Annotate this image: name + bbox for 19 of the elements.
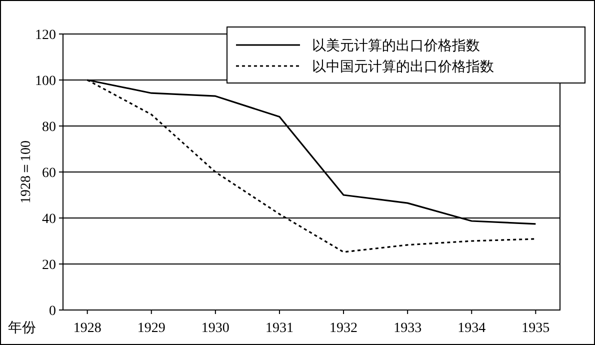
x-tick-label: 1932: [330, 321, 358, 336]
y-axis-title: 1928＝100: [19, 140, 34, 204]
x-tick-label: 1929: [137, 321, 166, 336]
y-tick-label: 60: [42, 166, 56, 181]
y-tick-label: 0: [49, 304, 56, 319]
y-tick-label: 120: [35, 28, 56, 43]
legend-label: 以美元计算的出口价格指数: [312, 38, 480, 54]
x-tick-label: 1930: [201, 321, 230, 336]
y-tick-label: 40: [42, 212, 56, 227]
y-tick-label: 100: [35, 74, 56, 89]
x-axis-title: 年份: [8, 320, 36, 336]
x-tick-label: 1928: [73, 321, 102, 336]
x-tick-label: 1934: [458, 321, 486, 336]
x-tick-label: 1935: [522, 321, 550, 336]
x-tick-label: 1933: [394, 321, 422, 336]
y-tick-label: 20: [42, 258, 56, 273]
legend-label: 以中国元计算的出口价格指数: [312, 59, 494, 75]
x-tick-label: 1931: [265, 321, 294, 336]
y-tick-label: 80: [42, 120, 56, 135]
